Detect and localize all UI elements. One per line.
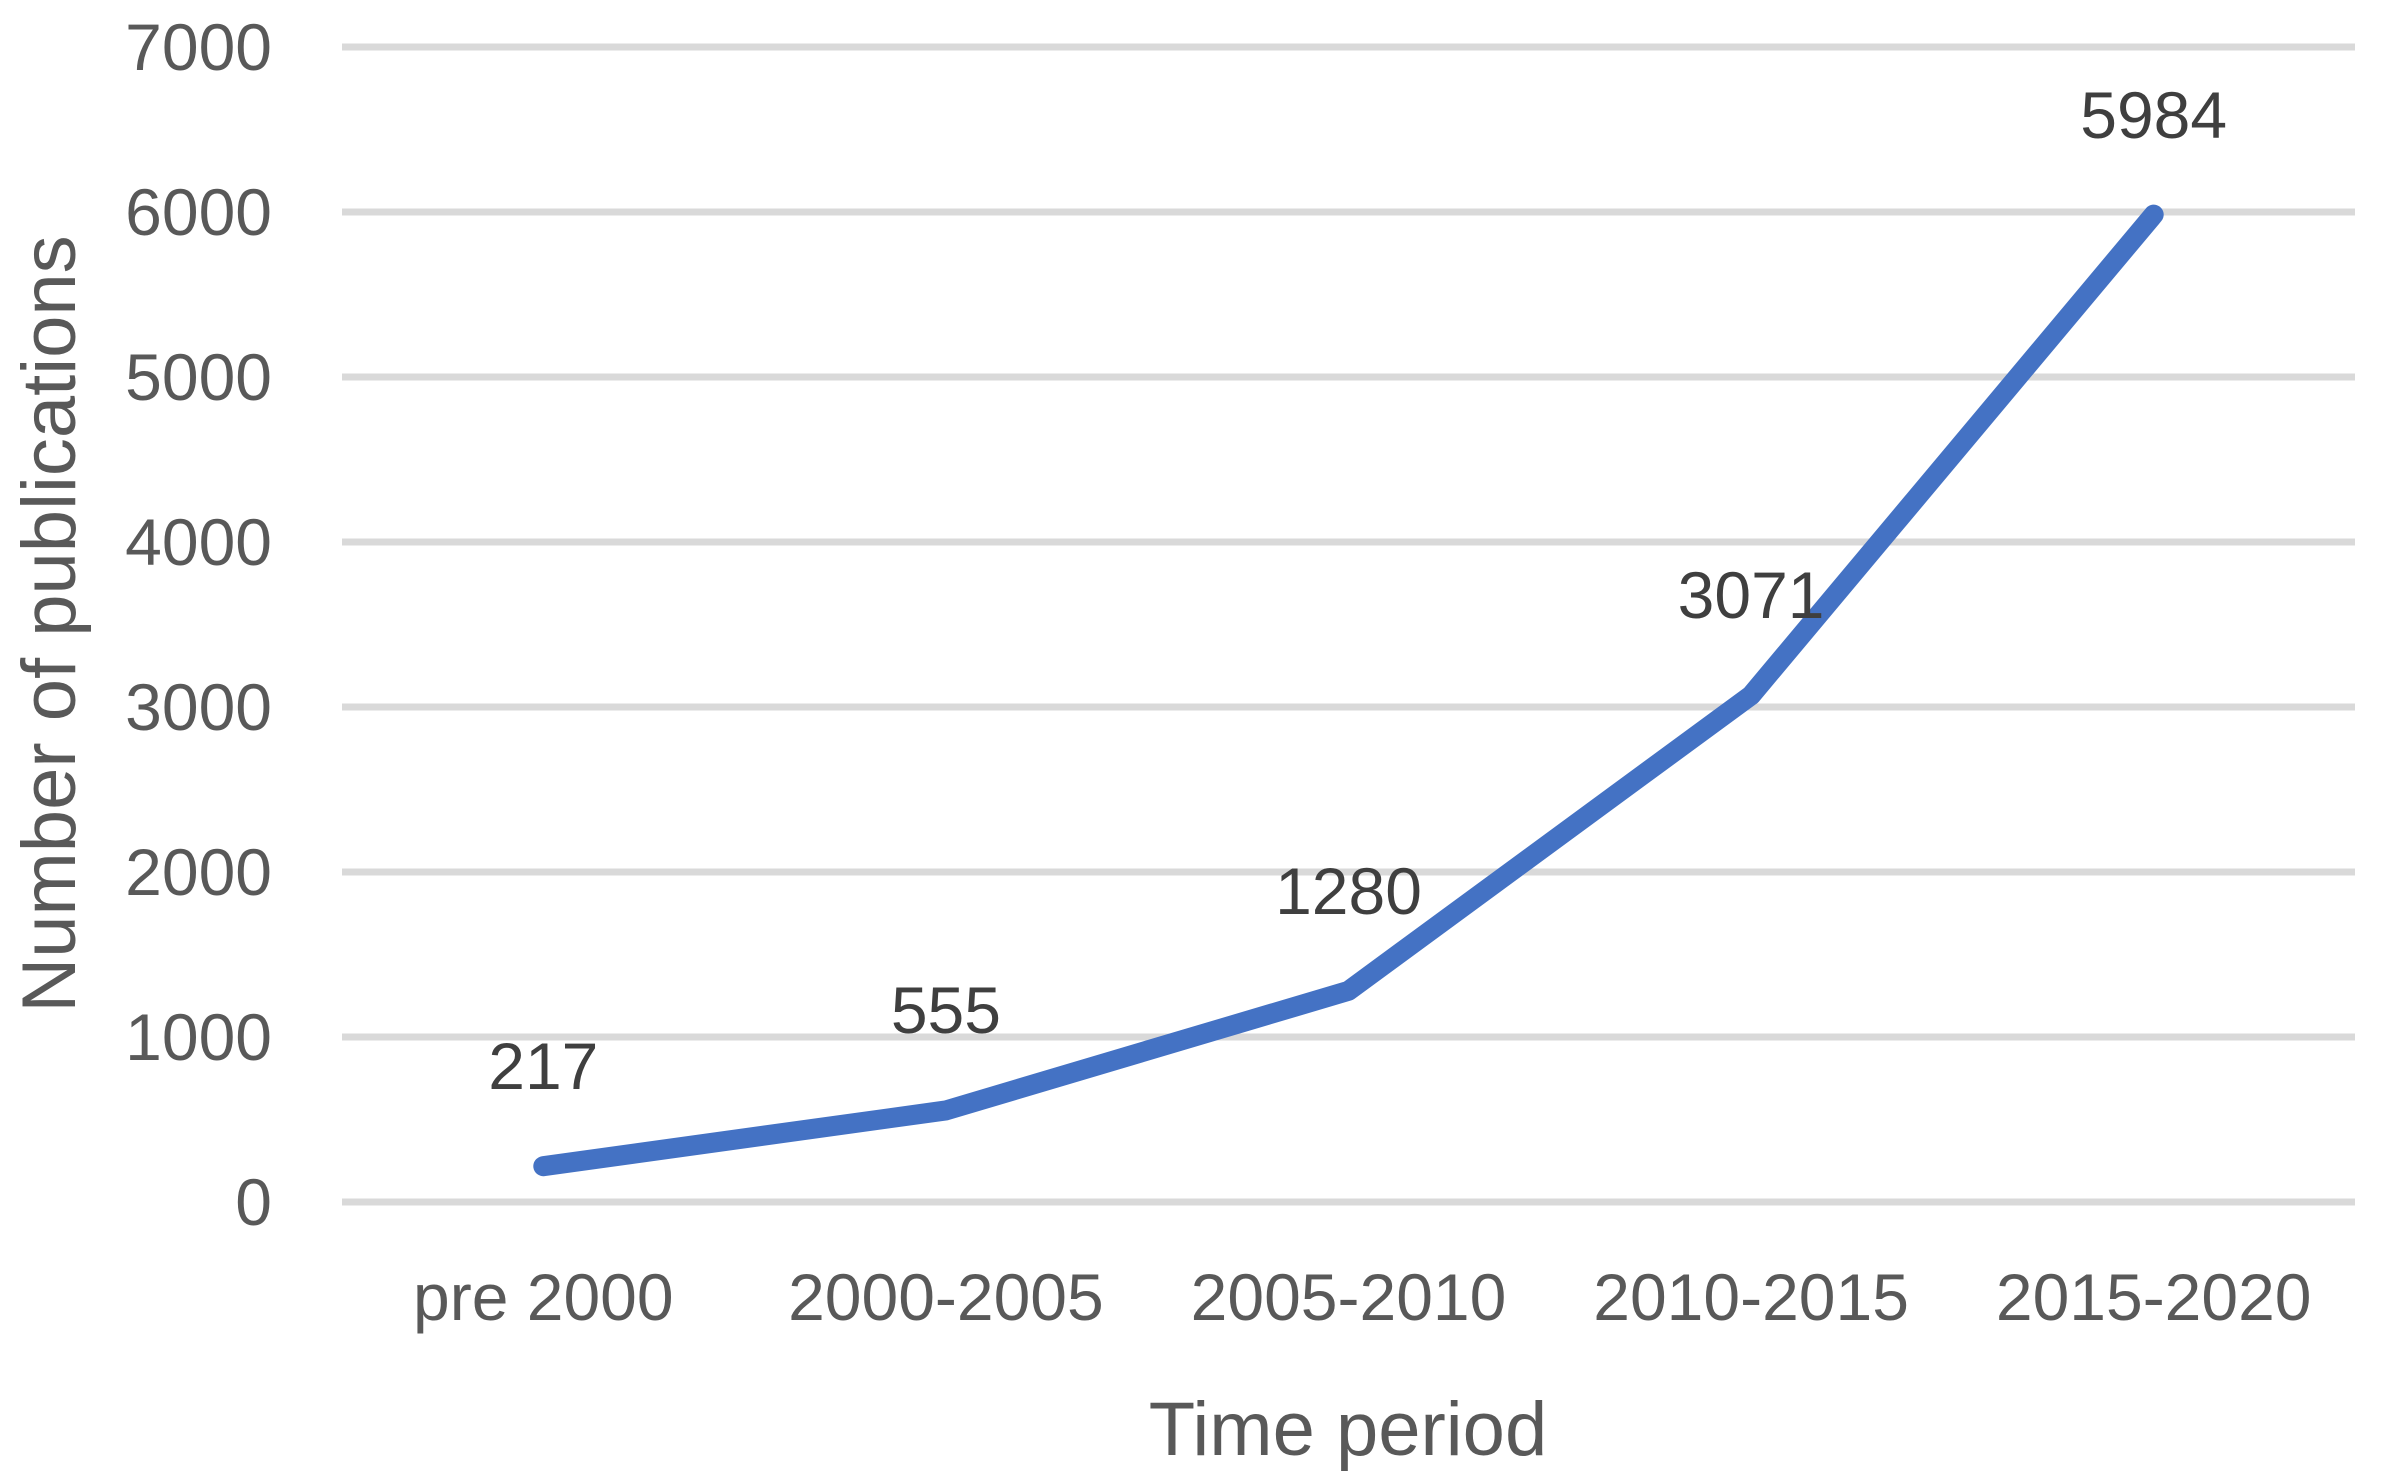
- series-line: [533, 204, 2164, 1177]
- y-tick-label-4000: 4000: [125, 505, 272, 579]
- y-tick-label-6000: 6000: [125, 175, 272, 249]
- data-label: 217: [488, 1029, 599, 1104]
- x-tick-label: 2010-2015: [1593, 1260, 1909, 1334]
- y-tick-label-0: 0: [235, 1165, 272, 1239]
- data-label: 555: [890, 973, 1001, 1048]
- y-tick-label-5000: 5000: [125, 340, 272, 414]
- gridlines: [342, 43, 2355, 1206]
- x-tick-label: 2015-2020: [1995, 1260, 2312, 1334]
- data-label: 3071: [1677, 558, 1825, 633]
- y-tick-label-7000: 7000: [125, 10, 272, 84]
- x-tick-label: 2000-2005: [788, 1260, 1104, 1334]
- x-tick-label: 2005-2010: [1190, 1260, 1507, 1334]
- data-label: 1280: [1275, 853, 1422, 928]
- x-axis-title: Time period: [1148, 1387, 1548, 1472]
- data-label: 5984: [2080, 77, 2228, 152]
- y-axis-title: Number of publications: [7, 235, 92, 1013]
- y-tick-label-1000: 1000: [125, 1000, 272, 1074]
- y-tick-label-3000: 3000: [125, 670, 272, 744]
- x-tick-label: pre 2000: [413, 1260, 674, 1334]
- y-tick-label-2000: 2000: [125, 835, 272, 909]
